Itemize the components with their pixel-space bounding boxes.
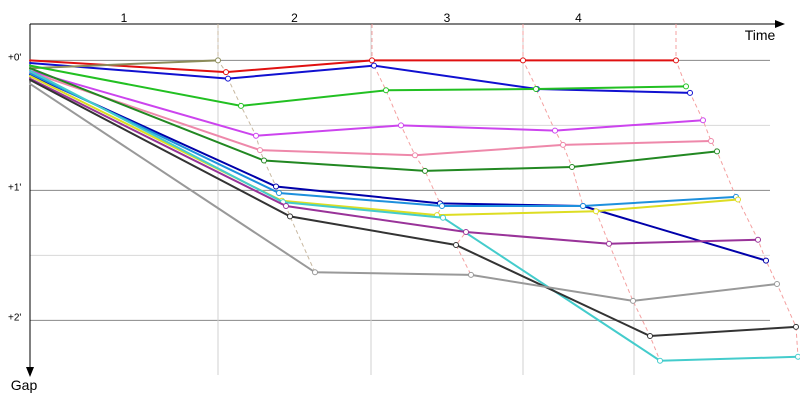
- data-point: [463, 229, 469, 235]
- data-point: [673, 57, 679, 64]
- lap-label: 4: [575, 11, 582, 25]
- data-point: [700, 117, 706, 124]
- data-point: [569, 164, 575, 170]
- data-point: [520, 57, 526, 64]
- series-line: [29, 75, 739, 217]
- data-point: [312, 269, 318, 276]
- data-point: [606, 240, 612, 247]
- data-point: [453, 242, 459, 248]
- data-point: [29, 72, 31, 75]
- data-point: [257, 147, 263, 154]
- y-tick-label: +2': [8, 312, 21, 323]
- data-point: [755, 236, 761, 243]
- data-point: [215, 57, 221, 64]
- data-point: [552, 127, 558, 134]
- x-axis-label: Time: [745, 27, 776, 43]
- data-point: [283, 203, 289, 209]
- y-tick-label: +0': [8, 52, 21, 63]
- data-point: [795, 353, 800, 360]
- data-point: [238, 102, 244, 109]
- data-point: [398, 122, 404, 129]
- series-line: [29, 59, 219, 70]
- data-point: [276, 190, 282, 196]
- data-point: [261, 157, 267, 164]
- series-line: [29, 79, 797, 338]
- data-point: [29, 67, 31, 70]
- data-point: [683, 83, 689, 90]
- data-point: [714, 148, 720, 155]
- lap-label: 1: [121, 11, 128, 25]
- data-point: [657, 357, 663, 364]
- data-point: [29, 82, 31, 85]
- series-line: [29, 67, 718, 172]
- data-point: [29, 69, 31, 72]
- lap-crossing-line: [371, 24, 472, 276]
- data-point: [647, 333, 653, 339]
- data-point: [580, 203, 586, 209]
- series-line: [29, 72, 737, 207]
- data-point: [412, 152, 418, 159]
- data-point: [371, 62, 377, 69]
- data-point: [533, 86, 539, 92]
- data-point: [593, 208, 599, 215]
- data-point: [273, 183, 279, 190]
- data-point: [383, 87, 389, 94]
- y-axis-arrow: [26, 367, 34, 377]
- data-point: [29, 78, 31, 81]
- data-point: [560, 141, 566, 148]
- data-point: [439, 203, 445, 209]
- data-point: [774, 281, 780, 287]
- series-line: [29, 82, 778, 302]
- data-point: [687, 89, 693, 96]
- y-tick-label: +1': [8, 182, 21, 193]
- data-point: [793, 323, 799, 330]
- data-point: [422, 167, 428, 174]
- series-line: [29, 77, 759, 245]
- data-point: [29, 62, 31, 64]
- y-axis-label: Gap: [11, 377, 38, 393]
- data-point: [763, 257, 769, 264]
- data-point: [223, 69, 229, 76]
- x-axis-arrow: [775, 20, 785, 28]
- data-point: [708, 138, 714, 144]
- lap-crossing-line: [522, 24, 661, 361]
- data-point: [369, 57, 375, 64]
- lap-label: 3: [444, 11, 451, 25]
- data-point: [253, 132, 259, 139]
- data-point: [29, 64, 31, 67]
- data-point: [287, 213, 293, 220]
- data-point: [440, 214, 446, 221]
- data-point: [29, 59, 31, 62]
- data-point: [468, 271, 474, 278]
- data-point: [29, 75, 31, 77]
- data-point: [630, 297, 636, 304]
- data-point: [225, 75, 231, 82]
- data-point: [735, 196, 741, 203]
- lap-label: 2: [291, 11, 298, 25]
